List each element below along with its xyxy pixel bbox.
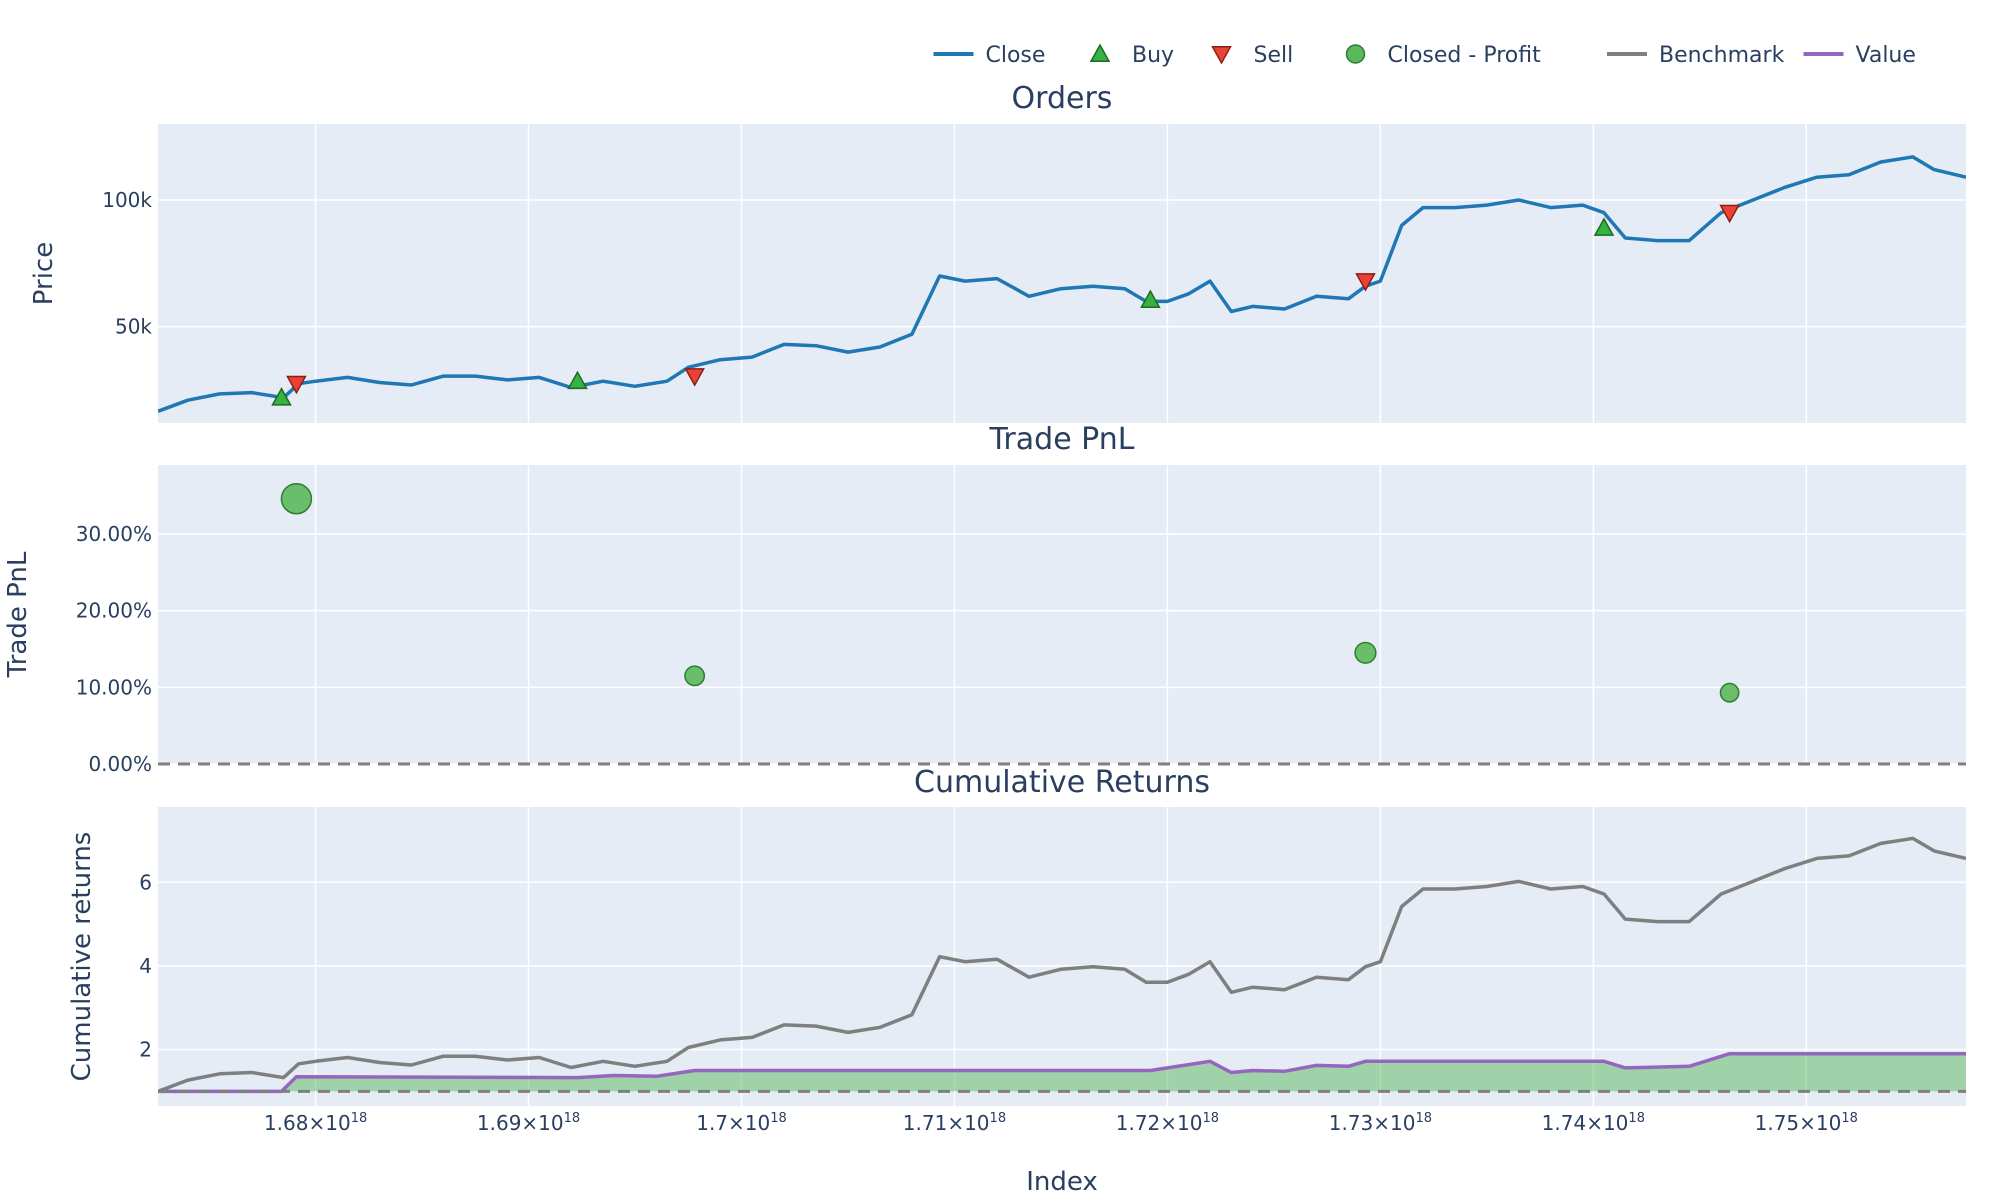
trade-pnl-point xyxy=(684,665,706,687)
panel-title: Trade PnL xyxy=(989,422,1135,457)
x-tick-label: 1.7×1018 xyxy=(696,1111,787,1135)
legend-item-buy: Buy xyxy=(1089,43,1174,68)
legend-triangle-up-icon xyxy=(1089,43,1111,62)
plot-background xyxy=(158,124,1966,423)
trade-pnl-panel: 0.00% 10.00% 20.00% 30.00% Trade PnL Trade Pn… xyxy=(3,422,1966,776)
y-tick-label: 30.00% xyxy=(76,522,152,546)
value-fill-area xyxy=(158,1053,1966,1092)
value-series-line xyxy=(158,1051,1966,1094)
legend-item-value: Value xyxy=(1803,43,1916,68)
legend-label: Buy xyxy=(1132,43,1174,68)
buy-marker xyxy=(271,387,292,406)
legend-label: Benchmark xyxy=(1659,43,1785,68)
trade-pnl-point xyxy=(280,482,313,515)
x-tick-label: 1.69×1018 xyxy=(477,1111,580,1135)
buy-marker xyxy=(1593,217,1615,236)
legend-label: Close xyxy=(986,43,1046,68)
sell-marker xyxy=(286,375,307,395)
legend-label: Value xyxy=(1856,43,1916,68)
sell-marker xyxy=(1355,273,1376,292)
y-tick-label: 20.00% xyxy=(76,599,152,623)
legend-item-benchmark: Benchmark xyxy=(1607,43,1785,68)
legend-item-close: Close xyxy=(933,43,1046,68)
y-tick-label: 2 xyxy=(139,1038,152,1062)
orders-panel: 50k 100k Orders Price xyxy=(29,81,1966,423)
buy-marker xyxy=(567,370,588,390)
legend-label: Sell xyxy=(1254,43,1294,68)
y-tick-label: 6 xyxy=(139,870,152,894)
y-tick-label: 100k xyxy=(102,188,152,212)
benchmark-series-line xyxy=(158,836,1966,1094)
legend-item-closed-profit: Closed - Profit xyxy=(1345,43,1542,68)
panel-title: Orders xyxy=(1012,81,1113,116)
buy-marker xyxy=(1140,289,1161,309)
trade-pnl-point xyxy=(1354,641,1377,664)
x-tick-label: 1.71×1018 xyxy=(903,1111,1006,1135)
legend-triangle-down-icon xyxy=(1211,46,1232,65)
y-tick-label: 4 xyxy=(139,954,152,978)
series-group xyxy=(158,155,1966,413)
y-axis-title: Trade PnL xyxy=(3,551,33,678)
cumulative-returns-panel: 2 4 6 Cumulative Returns Cumulative returns 1… xyxy=(67,765,1966,1135)
legend: Close Buy Sell Closed - Profit Benchmark Valu… xyxy=(933,43,1916,68)
y-tick-label: 10.00% xyxy=(76,675,152,699)
close-series-line xyxy=(158,155,1966,413)
panel-title: Cumulative Returns xyxy=(914,765,1210,800)
plot-background xyxy=(158,465,1966,764)
legend-label: Closed - Profit xyxy=(1388,43,1542,68)
y-axis-title: Cumulative returns xyxy=(67,832,97,1082)
legend-circle-icon xyxy=(1345,44,1366,64)
y-axis-title: Price xyxy=(29,242,59,305)
y-tick-label: 0.00% xyxy=(88,752,152,776)
x-tick-label: 1.72×1018 xyxy=(1116,1111,1219,1135)
legend-item-sell: Sell xyxy=(1211,43,1294,68)
y-tick-label: 50k xyxy=(115,315,152,339)
x-axis-title: Index xyxy=(1026,1167,1098,1197)
x-tick-label: 1.75×1018 xyxy=(1755,1111,1858,1135)
x-tick-label: 1.74×1018 xyxy=(1542,1111,1645,1135)
sell-marker xyxy=(684,368,705,387)
x-tick-label: 1.68×1018 xyxy=(264,1111,367,1135)
trade-pnl-point xyxy=(1719,682,1740,703)
x-tick-label: 1.73×1018 xyxy=(1329,1111,1432,1135)
series-group xyxy=(158,836,1966,1094)
sell-marker xyxy=(1719,204,1740,224)
series-group xyxy=(280,482,1740,703)
